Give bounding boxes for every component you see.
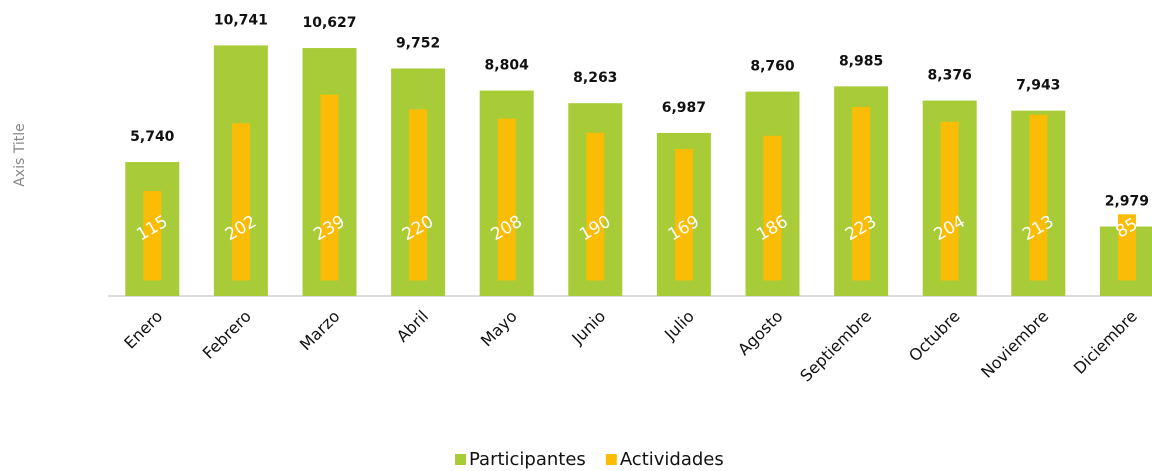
legend-swatch bbox=[605, 454, 617, 465]
x-tick-label: Febrero bbox=[199, 307, 255, 363]
value-label: 8,804 bbox=[485, 58, 530, 74]
x-tick-label: Junio bbox=[567, 307, 609, 349]
value-label: 8,263 bbox=[573, 70, 617, 86]
x-tick-label: Septiembre bbox=[796, 307, 875, 386]
bar bbox=[674, 149, 693, 281]
x-tick-label: Agosto bbox=[734, 307, 787, 360]
x-tick-label: Enero bbox=[120, 307, 166, 353]
value-label: 10,627 bbox=[302, 15, 356, 31]
bar bbox=[763, 135, 782, 281]
x-tick-label: Diciembre bbox=[1070, 307, 1141, 378]
x-tick-label: Abril bbox=[393, 307, 432, 346]
bar bbox=[1117, 214, 1136, 281]
value-label: 6,987 bbox=[662, 100, 706, 116]
x-tick-label: Octubre bbox=[905, 307, 964, 366]
bar bbox=[852, 107, 871, 281]
legend-swatch bbox=[455, 454, 466, 465]
value-label: 8,376 bbox=[928, 68, 972, 84]
x-tick-label: Marzo bbox=[296, 307, 344, 355]
x-tick-label: Noviembre bbox=[977, 307, 1052, 382]
value-label: 8,760 bbox=[750, 59, 795, 75]
value-label: 9,752 bbox=[396, 35, 440, 51]
bar bbox=[320, 94, 339, 281]
value-label: 7,943 bbox=[1016, 78, 1060, 94]
bar bbox=[143, 191, 162, 281]
bar bbox=[497, 118, 516, 281]
legend-label: Participantes bbox=[469, 449, 586, 470]
bar bbox=[1029, 114, 1048, 281]
x-tick-label: Mayo bbox=[477, 307, 521, 351]
bar bbox=[940, 121, 959, 281]
bar bbox=[231, 123, 250, 281]
value-label: 2,979 bbox=[1105, 193, 1149, 209]
value-label: 5,740 bbox=[130, 129, 175, 145]
bar bbox=[409, 109, 428, 281]
x-tick-label: Julio bbox=[660, 307, 698, 345]
bar bbox=[586, 132, 605, 281]
y-axis-title: Axis Title bbox=[12, 123, 28, 187]
value-label: 8,985 bbox=[839, 53, 883, 69]
value-label: 10,741 bbox=[214, 12, 268, 28]
legend-label: Actividades bbox=[620, 449, 724, 470]
